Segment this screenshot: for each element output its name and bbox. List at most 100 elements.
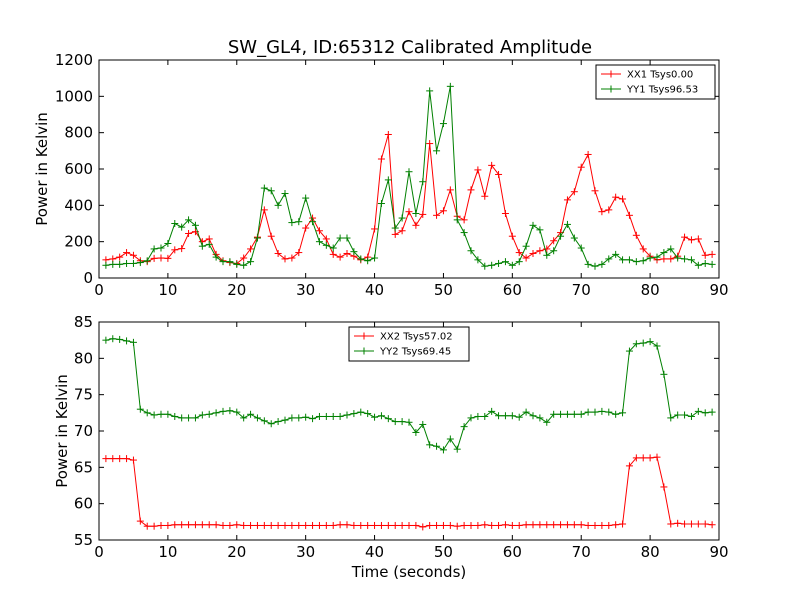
data-point [563, 220, 571, 228]
data-point [433, 442, 441, 450]
data-point [143, 522, 151, 530]
data-point [536, 226, 544, 234]
data-point [529, 521, 537, 529]
data-point [398, 227, 406, 235]
data-point [102, 455, 110, 463]
x-tick-label: 10 [158, 543, 177, 561]
top-y-axis-label: Power in Kelvin [33, 112, 51, 226]
data-point [102, 336, 110, 344]
data-point [405, 418, 413, 426]
data-point [557, 410, 565, 418]
data-point [619, 520, 627, 528]
data-point [357, 255, 365, 263]
x-tick-label: 70 [572, 281, 591, 299]
data-point [267, 187, 275, 195]
data-point [605, 255, 613, 263]
data-point [288, 219, 296, 227]
data-point [240, 254, 248, 262]
data-point [467, 414, 475, 422]
data-point [660, 483, 668, 491]
data-point [646, 254, 654, 262]
data-point [639, 454, 647, 462]
data-point [598, 407, 606, 415]
x-tick-label: 10 [158, 281, 177, 299]
data-point [501, 210, 509, 218]
data-point [584, 521, 592, 529]
data-point [109, 455, 117, 463]
data-point [260, 417, 268, 425]
bottom-series [102, 335, 716, 531]
data-point [384, 415, 392, 423]
data-point [329, 244, 337, 252]
data-point [274, 201, 282, 209]
data-point [136, 517, 144, 525]
data-point [329, 412, 337, 420]
data-point [350, 248, 358, 256]
data-point [398, 521, 406, 529]
data-point [681, 255, 689, 263]
data-point [612, 410, 620, 418]
data-point [550, 237, 558, 245]
data-point [178, 223, 186, 231]
data-point [295, 521, 303, 529]
data-point [302, 194, 310, 202]
data-point [467, 186, 475, 194]
data-point [288, 414, 296, 422]
data-point [253, 234, 261, 242]
data-point [150, 254, 158, 262]
data-point [240, 521, 248, 529]
data-point [357, 521, 365, 529]
data-point [674, 411, 682, 419]
data-point [426, 140, 434, 148]
data-point [129, 251, 137, 259]
data-point [315, 412, 323, 420]
x-tick-label: 50 [434, 543, 453, 561]
data-point [660, 249, 668, 257]
data-point [632, 258, 640, 266]
data-point [116, 260, 124, 268]
data-point [453, 445, 461, 453]
data-point [591, 262, 599, 270]
data-point [315, 521, 323, 529]
data-point [660, 370, 668, 378]
data-point [191, 521, 199, 529]
data-point [185, 414, 193, 422]
data-point [708, 521, 716, 529]
data-point [639, 339, 647, 347]
data-point [625, 347, 633, 355]
data-point [577, 410, 585, 418]
data-point [164, 410, 172, 418]
data-point [412, 221, 420, 229]
data-point [495, 412, 503, 420]
data-point [563, 196, 571, 204]
data-point [460, 216, 468, 224]
data-point [433, 521, 441, 529]
data-point [619, 256, 627, 264]
data-point [171, 220, 179, 227]
data-point [233, 260, 241, 268]
y-tick-label: 200 [64, 233, 93, 251]
data-point [219, 407, 227, 415]
data-point [364, 410, 372, 418]
data-point [357, 408, 365, 416]
data-point [474, 412, 482, 420]
data-point [329, 250, 337, 258]
data-point [419, 523, 427, 531]
data-point [694, 235, 702, 243]
data-point [667, 414, 675, 422]
data-point [481, 192, 489, 200]
data-point [632, 454, 640, 462]
data-point [495, 170, 503, 178]
legend-label: YY2 Tsys69.45 [379, 347, 451, 358]
x-tick-label: 40 [365, 281, 384, 299]
data-point [446, 186, 454, 194]
legend-label: YY1 Tsys96.53 [626, 85, 698, 96]
data-point [143, 257, 151, 265]
data-point [343, 411, 351, 419]
data-point [136, 259, 144, 267]
data-point [674, 254, 682, 262]
data-point [694, 407, 702, 415]
data-point [488, 521, 496, 529]
data-point [598, 260, 606, 268]
